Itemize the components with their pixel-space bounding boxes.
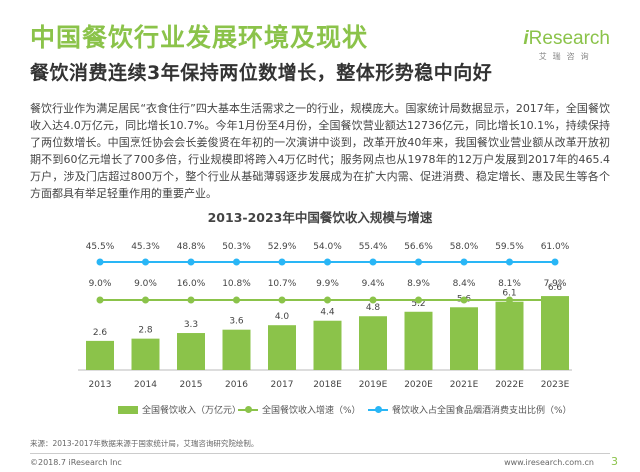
share-label-2014: 45.3% — [131, 242, 160, 252]
source-note: 来源：2013-2017年数据来源于国家统计局，艾瑞咨询研究院绘制。 — [30, 439, 259, 448]
share-label-2018E: 54.0% — [313, 242, 342, 252]
growth-point-2018E — [324, 296, 331, 304]
x-tick-2023E: 2023E — [541, 380, 570, 390]
growth-label-2016: 10.8% — [222, 279, 251, 289]
x-tick-2021E: 2021E — [450, 380, 479, 390]
bar-label-2022E: 6.1 — [502, 289, 516, 299]
growth-label-2023E: 7.9% — [544, 279, 567, 289]
x-tick-2019E: 2019E — [359, 380, 388, 390]
share-label-2021E: 58.0% — [450, 242, 479, 252]
growth-point-2022E — [506, 296, 513, 304]
growth-label-2020E: 8.9% — [407, 279, 430, 289]
bar-2020E — [404, 311, 433, 370]
iresearch-logo: iResearch 艾瑞咨询 — [523, 28, 610, 62]
bar-2014 — [131, 338, 160, 370]
share-label-2013: 45.5% — [86, 242, 115, 252]
growth-label-2017: 10.7% — [268, 279, 297, 289]
logo-subtitle: 艾瑞咨询 — [538, 52, 595, 61]
bar-label-2015: 3.3 — [184, 320, 198, 330]
share-point-2021E — [460, 258, 468, 266]
growth-point-2019E — [369, 296, 377, 304]
share-point-2018E — [324, 258, 331, 266]
bar-2016 — [222, 329, 251, 370]
bar-label-2017: 4.0 — [275, 312, 290, 322]
share-label-2023E: 61.0% — [541, 242, 570, 252]
bar-2022E — [495, 301, 524, 370]
bar-label-2020E: 5.2 — [411, 299, 425, 309]
share-point-2016 — [233, 258, 240, 266]
share-label-2015: 48.8% — [177, 242, 206, 252]
x-tick-2020E: 2020E — [404, 380, 433, 390]
bar-label-2014: 2.8 — [138, 326, 153, 336]
growth-label-2022E: 8.1% — [498, 279, 521, 289]
legend-item-growth: 全国餐饮收入增速（%） — [238, 403, 361, 416]
page-subtitle: 餐饮消费连续3年保持两位数增长，整体形势稳中向好 — [30, 62, 493, 84]
bar-2015 — [177, 333, 205, 370]
footer-copyright: ©2018.7 iResearch Inc — [30, 458, 122, 467]
bar-2023E — [541, 296, 569, 370]
growth-point-2015 — [187, 296, 195, 304]
growth-point-2023E — [551, 296, 559, 304]
growth-point-2014 — [142, 296, 149, 304]
growth-label-2013: 9.0% — [89, 279, 112, 289]
x-tick-2017: 2017 — [271, 380, 294, 390]
growth-point-2016 — [233, 296, 240, 304]
bar-label-2013: 2.6 — [93, 328, 108, 338]
x-tick-2016: 2016 — [225, 380, 248, 390]
page-title: 中国餐饮行业发展环境及现状 — [30, 23, 369, 52]
share-point-2013 — [96, 258, 104, 266]
legend-share-swatch — [368, 405, 388, 413]
share-label-2022E: 59.5% — [495, 242, 524, 252]
growth-label-2014: 9.0% — [134, 279, 157, 289]
share-label-2017: 52.9% — [268, 242, 297, 252]
growth-point-2021E — [460, 296, 468, 304]
growth-label-2015: 16.0% — [177, 279, 206, 289]
x-tick-2022E: 2022E — [495, 380, 524, 390]
growth-label-2019E: 9.4% — [362, 279, 385, 289]
bar-2021E — [450, 307, 478, 370]
growth-point-2013 — [96, 296, 104, 304]
share-label-2019E: 55.4% — [359, 242, 388, 252]
share-point-2017 — [278, 258, 286, 266]
body-paragraph: 餐饮行业作为满足居民“衣食住行”四大基本生活需求之一的行业，规模庞大。国家统计局… — [30, 102, 610, 200]
x-tick-2013: 2013 — [89, 380, 112, 390]
x-tick-2015: 2015 — [180, 380, 203, 390]
bar-label-2023E: 6.6 — [548, 283, 563, 293]
share-label-2016: 50.3% — [222, 242, 251, 252]
legend-bar-swatch — [118, 405, 138, 414]
legend-share-label: 餐饮收入占全国食品烟酒消费支出比例（%） — [392, 406, 572, 416]
bar-label-2018E: 4.4 — [320, 308, 335, 318]
chart-title: 2013-2023年中国餐饮收入规模与增速 — [207, 210, 433, 225]
share-point-2020E — [415, 258, 422, 266]
footer-divider — [30, 453, 610, 454]
logo-wordmark: iResearch — [523, 28, 610, 49]
growth-label-2021E: 8.4% — [453, 279, 476, 289]
bar-label-2019E: 4.8 — [366, 303, 381, 313]
footer-url: www.iresearch.com.cn — [504, 458, 594, 467]
growth-point-2020E — [415, 296, 422, 304]
bar-2017 — [268, 325, 296, 370]
page-number: 3 — [611, 455, 618, 468]
legend-growth-swatch — [238, 405, 258, 413]
share-point-2022E — [506, 258, 513, 266]
growth-point-2017 — [278, 296, 286, 304]
bar-2019E — [359, 316, 387, 370]
share-point-2014 — [142, 258, 149, 266]
x-tick-2018E: 2018E — [313, 380, 342, 390]
bar-label-2016: 3.6 — [229, 317, 244, 327]
growth-label-2018E: 9.9% — [316, 279, 339, 289]
share-point-2023E — [551, 258, 559, 266]
share-label-2020E: 56.6% — [404, 242, 433, 252]
legend-item-share: 餐饮收入占全国食品烟酒消费支出比例（%） — [368, 403, 572, 416]
x-tick-2014: 2014 — [134, 380, 157, 390]
bar-2018E — [313, 320, 342, 370]
legend-bar-label: 全国餐饮收入（万亿元） — [142, 406, 242, 416]
legend-growth-label: 全国餐饮收入增速（%） — [262, 406, 361, 416]
share-point-2019E — [369, 258, 377, 266]
bar-2013 — [86, 340, 114, 370]
legend-item-bar: 全国餐饮收入（万亿元） — [118, 403, 241, 416]
share-point-2015 — [187, 258, 195, 266]
